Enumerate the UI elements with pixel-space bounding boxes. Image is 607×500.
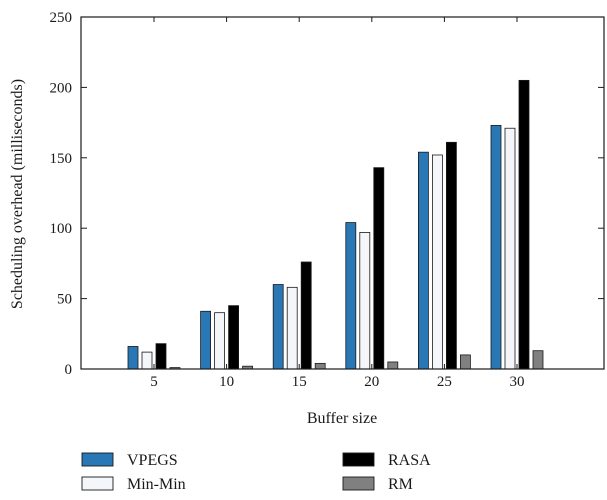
bar-rm-30: [532, 350, 544, 370]
bars-group: [127, 79, 544, 370]
bar-vpegs-20: [345, 222, 357, 370]
axis-ticks: 5 10 15 20 25 30 0 50 100 150 200 250: [50, 10, 604, 390]
y-tick-label: 0: [65, 362, 73, 378]
legend-swatch-rm: [342, 476, 375, 491]
bar-min-min-10: [214, 312, 226, 370]
plot-frame: [80, 16, 605, 370]
bar-vpegs-15: [272, 284, 284, 370]
bar-min-min-5: [141, 351, 153, 370]
legend-swatch-min-min: [81, 476, 114, 491]
bar-vpegs-30: [490, 125, 502, 370]
x-tick-label: 15: [292, 374, 307, 390]
x-axis-label: Buffer size: [307, 410, 377, 427]
bar-rm-15: [314, 362, 326, 370]
bar-rasa-20: [373, 167, 385, 370]
bar-rm-25: [459, 354, 471, 370]
y-tick-label: 200: [50, 80, 73, 96]
bar-rasa-10: [228, 305, 240, 370]
bar-vpegs-10: [200, 310, 212, 370]
x-tick-label: 5: [150, 374, 158, 390]
bar-min-min-25: [431, 154, 443, 370]
y-axis-label: Scheduling overhead (milliseconds): [9, 79, 26, 309]
bar-min-min-20: [359, 232, 371, 370]
x-tick-label: 20: [364, 374, 379, 390]
bar-vpegs-25: [417, 151, 429, 370]
x-tick-label: 10: [219, 374, 234, 390]
bar-rasa-25: [445, 141, 457, 370]
y-tick-label: 150: [50, 151, 73, 167]
legend-label-min-min: Min-Min: [127, 476, 186, 493]
bar-vpegs-5: [127, 346, 139, 370]
bar-rasa-30: [518, 79, 530, 370]
y-tick-label: 100: [50, 221, 73, 237]
bar-min-min-30: [504, 127, 516, 370]
bar-rasa-5: [155, 343, 167, 370]
x-tick-label: 25: [437, 374, 452, 390]
y-tick-label: 250: [50, 10, 73, 26]
bar-rasa-15: [300, 261, 312, 370]
legend-swatch-rasa: [342, 452, 375, 467]
bar-rm-20: [387, 361, 399, 370]
bar-min-min-15: [286, 286, 298, 370]
legend: VPEGS Min-Min RASA RM: [81, 452, 431, 493]
x-tick-label: 30: [510, 374, 525, 390]
legend-swatch-vpegs: [81, 452, 114, 467]
y-tick-label: 50: [57, 292, 72, 308]
legend-label-rm: RM: [388, 476, 413, 493]
legend-label-vpegs: VPEGS: [127, 452, 178, 469]
legend-label-rasa: RASA: [388, 452, 431, 469]
